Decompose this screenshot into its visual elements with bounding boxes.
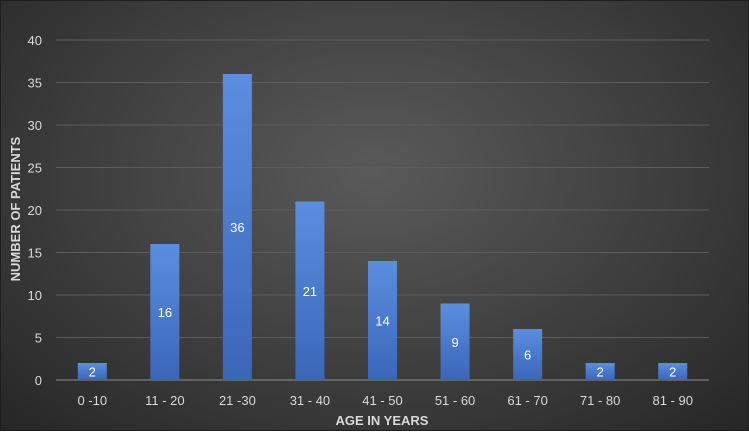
x-tick-label: 0 -10 [77,393,107,408]
x-axis-ticks: 0 -10 11 - 20 21 -30 31 - 40 41 - 50 51 - 60 6… [77,393,693,408]
bar-6 [513,329,543,380]
y-tick-label: 35 [28,76,42,91]
y-tick-label: 10 [28,288,42,303]
bar-8 [658,363,688,380]
bar-data-label: 6 [524,348,531,363]
bar-data-label: 14 [375,314,389,329]
x-axis-title: AGE IN YEARS [336,413,429,428]
bar-data-label: 2 [597,365,604,380]
y-tick-label: 40 [28,33,42,48]
x-tick-label: 61 - 70 [507,393,547,408]
y-axis-ticks: 0 5 10 15 20 25 30 35 40 [28,33,42,388]
y-axis-title: NUMBER OF PATIENTS [8,136,23,281]
bar-4 [368,261,397,380]
bar-data-label: 2 [669,365,676,380]
bar-data-label: 9 [451,335,458,350]
y-tick-label: 5 [35,331,42,346]
y-tick-label: 15 [28,246,42,261]
bar-data-label: 36 [230,220,244,235]
y-tick-label: 0 [35,373,42,388]
bar-7 [585,363,615,380]
bar-0 [77,363,107,380]
bar-3 [295,201,325,380]
bar-data-label: 21 [303,284,317,299]
bars: 2 16 36 21 14 9 6 2 2 [77,74,688,380]
x-tick-label: 11 - 20 [145,393,185,408]
x-tick-label: 31 - 40 [290,393,330,408]
y-tick-label: 30 [28,118,42,133]
x-tick-label: 71 - 80 [580,393,620,408]
bar-data-label: 16 [158,305,172,320]
x-tick-label: 21 -30 [219,393,256,408]
bar-2 [222,74,252,380]
x-tick-label: 81 - 90 [652,393,692,408]
bar-1 [150,244,180,380]
bar-5 [440,303,470,380]
y-tick-label: 20 [28,203,42,218]
x-tick-label: 41 - 50 [362,393,402,408]
bar-data-label: 2 [89,365,96,380]
x-tick-label: 51 - 60 [435,393,475,408]
y-tick-label: 25 [28,161,42,176]
